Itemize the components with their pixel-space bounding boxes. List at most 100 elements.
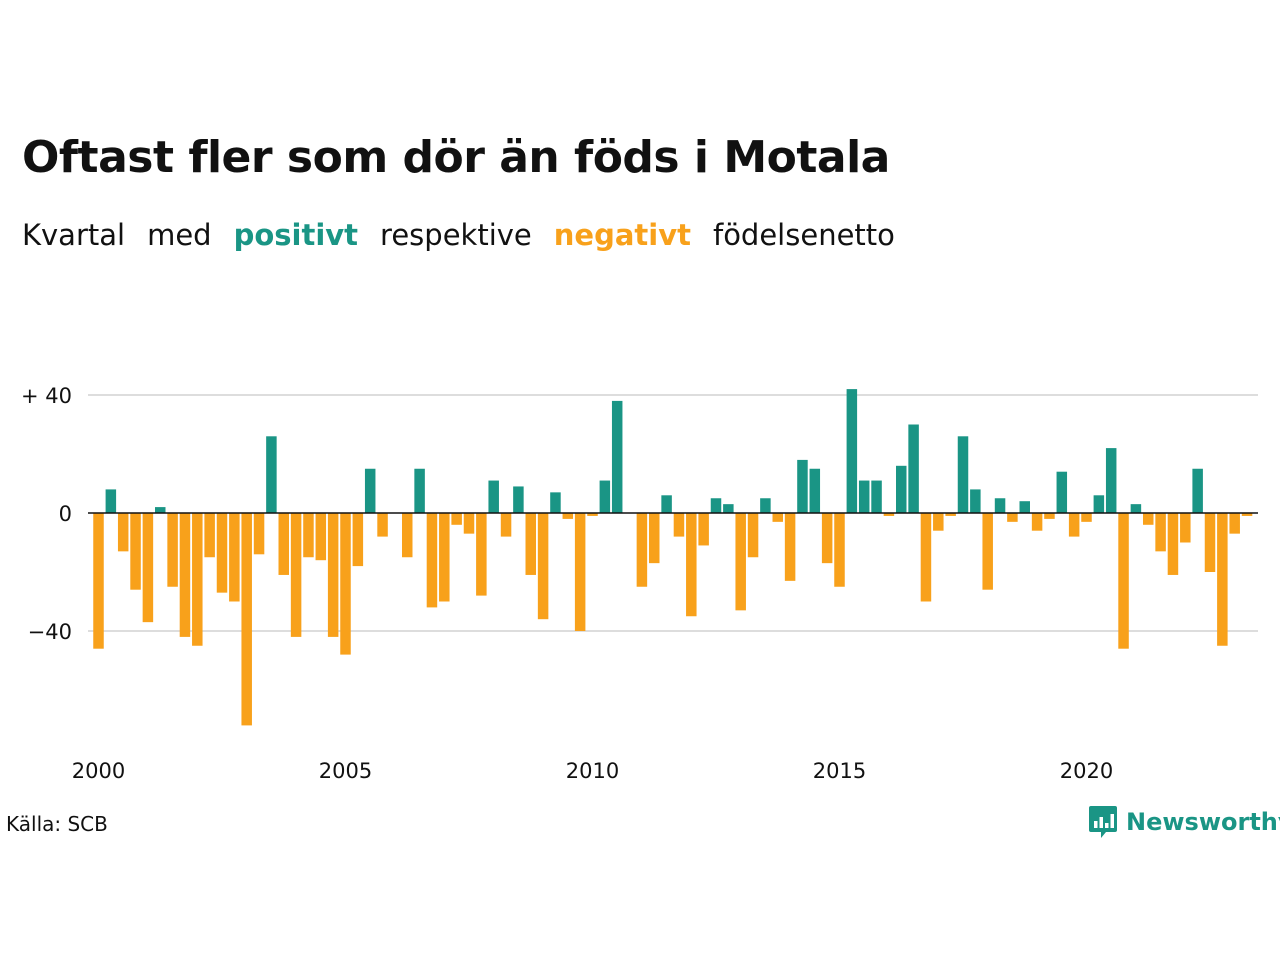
- bar-negative: [1155, 513, 1166, 552]
- bar-negative: [315, 513, 327, 561]
- bar-positive: [809, 468, 821, 513]
- bar-negative: [945, 513, 956, 516]
- bar-negative: [439, 513, 450, 602]
- bar-positive: [488, 480, 499, 513]
- bar-negative: [747, 513, 759, 558]
- bar-positive: [1130, 504, 1142, 513]
- subtitle-positive-legend: positivt: [233, 218, 359, 252]
- bar-negative: [883, 513, 895, 516]
- bar-positive: [513, 486, 524, 513]
- bar-negative: [327, 513, 339, 637]
- bar-negative: [686, 513, 697, 617]
- bar-negative: [1007, 513, 1018, 522]
- bar-negative: [698, 513, 709, 546]
- bar-negative: [278, 513, 289, 575]
- chart-title: Oftast fler som dör än föds i Motala: [22, 132, 890, 183]
- bar-negative: [229, 513, 240, 602]
- bar-negative: [426, 513, 438, 608]
- bar-negative: [821, 513, 833, 564]
- bar-negative: [402, 513, 413, 558]
- bar-positive: [550, 492, 561, 513]
- bar-negative: [340, 513, 351, 655]
- bar-negative: [352, 513, 364, 567]
- bar-positive: [1192, 468, 1203, 513]
- bar-negative: [772, 513, 783, 522]
- bar-negative: [649, 513, 660, 564]
- bar-negative: [735, 513, 746, 611]
- bar-negative: [1031, 513, 1043, 531]
- subtitle-negative-legend: negativt: [553, 218, 691, 252]
- bar-negative: [982, 513, 993, 590]
- x-tick-label: 2015: [813, 759, 866, 783]
- bar-positive: [710, 498, 722, 513]
- bar-positive: [797, 459, 808, 513]
- x-tick-label: 2010: [566, 759, 619, 783]
- chart-subtitle: Kvartal med positivt respektive negativt föde…: [22, 218, 917, 252]
- subtitle-word-med: med: [147, 218, 212, 252]
- subtitle-word-fodelsenetto: födelsenetto: [712, 218, 895, 252]
- bar-positive: [994, 498, 1006, 513]
- bar-positive: [760, 498, 771, 513]
- bar-negative: [204, 513, 215, 558]
- bar-chart: + 40 0 −40 2000 2005 2010 2015 2020: [21, 384, 1258, 783]
- bar-negative: [1217, 513, 1228, 646]
- bar-negative: [117, 513, 129, 552]
- bar-negative: [142, 513, 154, 623]
- bar-negative: [920, 513, 932, 602]
- bar-negative: [834, 513, 845, 587]
- bar-negative: [1081, 513, 1092, 522]
- bar-negative: [290, 513, 302, 637]
- bar-negative: [241, 513, 252, 726]
- bar-negative: [1229, 513, 1240, 534]
- newsworthy-logo: Newsworthy: [1088, 804, 1280, 840]
- bar-positive: [105, 489, 117, 513]
- bar-negative: [1143, 513, 1154, 525]
- bar-positive: [364, 468, 376, 513]
- source-note: Källa: SCB: [6, 812, 108, 836]
- bar-negative: [303, 513, 314, 558]
- bar-negative: [216, 513, 228, 593]
- bar-positive: [1019, 501, 1030, 513]
- y-tick-label: −40: [28, 620, 72, 644]
- bar-positive: [871, 480, 882, 513]
- bar-positive: [1093, 495, 1105, 513]
- bar-negative: [93, 513, 104, 649]
- bar-positive: [723, 504, 734, 513]
- bar-positive: [908, 424, 919, 513]
- subtitle-word-kvartal: Kvartal: [22, 218, 126, 252]
- logo-text: Newsworthy: [1126, 808, 1280, 836]
- bar-positive: [970, 489, 981, 513]
- y-tick-label: + 40: [21, 384, 72, 408]
- x-tick-label: 2000: [72, 759, 125, 783]
- bar-negative: [1044, 513, 1055, 519]
- bar-negative: [574, 513, 586, 631]
- bar-negative: [500, 513, 512, 537]
- bar-negative: [636, 513, 648, 587]
- bar-negative: [377, 513, 388, 537]
- bar-negative: [1118, 513, 1129, 649]
- bar-negative: [562, 513, 574, 519]
- bar-negative: [192, 513, 203, 646]
- bar-negative: [933, 513, 944, 531]
- grid-lines: [88, 394, 1258, 632]
- bar-negative: [1167, 513, 1179, 575]
- x-tick-label: 2020: [1060, 759, 1113, 783]
- y-axis-ticks: + 40 0 −40: [21, 384, 72, 644]
- x-tick-label: 2005: [319, 759, 372, 783]
- bar-positive: [1105, 448, 1117, 513]
- bar-positive: [896, 465, 907, 513]
- bar-negative: [130, 513, 141, 590]
- bars: [93, 389, 1253, 726]
- bar-positive: [957, 436, 969, 513]
- bar-negative: [167, 513, 178, 587]
- bar-positive: [266, 436, 277, 513]
- bar-positive: [846, 389, 858, 513]
- bar-negative: [1068, 513, 1080, 537]
- bar-positive: [858, 480, 870, 513]
- subtitle-word-respektive: respektive: [380, 218, 532, 252]
- bar-negative: [673, 513, 685, 537]
- bar-positive: [599, 480, 611, 513]
- bar-negative: [463, 513, 475, 534]
- bar-negative: [525, 513, 536, 575]
- x-axis-ticks: 2000 2005 2010 2015 2020: [72, 759, 1113, 783]
